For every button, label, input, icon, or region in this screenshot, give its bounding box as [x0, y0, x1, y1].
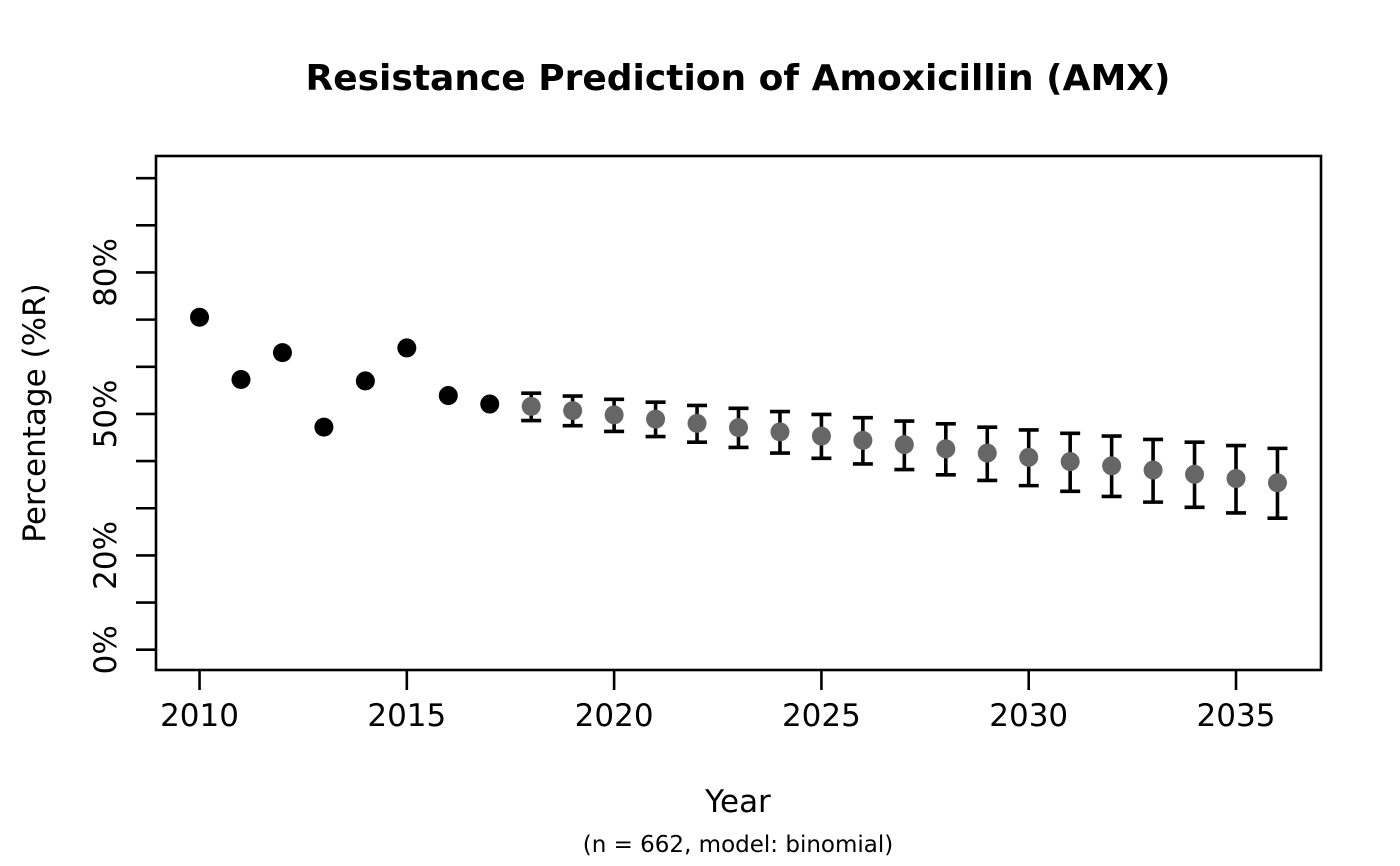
prediction-point [936, 439, 956, 459]
prediction-point [1019, 447, 1039, 467]
prediction-point [770, 422, 790, 442]
prediction-point [1226, 469, 1246, 489]
observed-point [231, 370, 251, 390]
prediction-point [853, 430, 873, 450]
chart-subtitle: (n = 662, model: binomial) [583, 832, 894, 858]
observed-point [314, 417, 334, 437]
x-tick-label: 2015 [367, 698, 446, 734]
prediction-point [1143, 460, 1163, 480]
observed-point [438, 386, 458, 406]
prediction-point [521, 396, 541, 416]
prediction-point [977, 443, 997, 463]
prediction-point [894, 435, 914, 455]
chart-title: Resistance Prediction of Amoxicillin (AM… [305, 58, 1170, 99]
y-tick-label: 80% [88, 238, 124, 307]
observed-point [397, 338, 417, 358]
observed-point [480, 394, 500, 414]
plot-layer: 2010 2015 2020 2025 2030 2035 0% 20% 50% 80% [88, 154, 1323, 734]
x-tick-label: 2035 [1197, 698, 1276, 734]
x-tick-label: 2010 [160, 698, 239, 734]
prediction-point [1102, 456, 1122, 476]
y-tick-label: 50% [88, 379, 124, 448]
prediction-point [563, 401, 583, 421]
y-tick-label: 0% [88, 625, 124, 674]
x-axis-label: Year [704, 784, 771, 820]
prediction-point [646, 409, 666, 429]
prediction-point [687, 413, 707, 433]
y-axis-label: Percentage (%R) [17, 283, 53, 542]
y-tick-label: 20% [88, 521, 124, 590]
prediction-point [1267, 473, 1287, 493]
observed-point [272, 343, 292, 363]
prediction-point [604, 405, 624, 425]
prediction-point [729, 418, 748, 438]
prediction-point [811, 426, 831, 446]
prediction-point [1185, 464, 1205, 484]
x-tick-label: 2030 [989, 698, 1068, 734]
prediction-point [1060, 452, 1080, 472]
observed-point [355, 371, 375, 391]
observed-point [190, 307, 210, 327]
x-tick-label: 2025 [782, 698, 861, 734]
x-tick-label: 2020 [575, 698, 654, 734]
